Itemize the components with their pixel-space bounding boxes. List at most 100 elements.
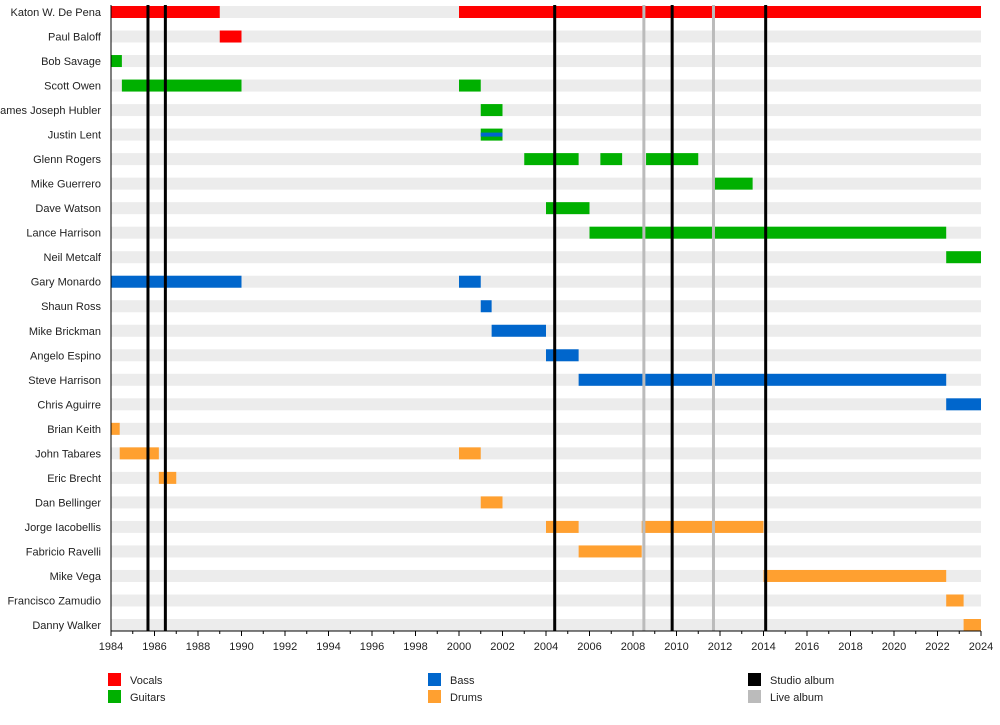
bar-guitars xyxy=(459,79,481,92)
x-tick-label: 2004 xyxy=(534,641,558,653)
x-tick-label: 2006 xyxy=(577,641,601,653)
bar-guitars xyxy=(589,226,947,239)
bar-guitars xyxy=(946,251,981,264)
member-name: Bob Savage xyxy=(41,56,101,68)
bar-drums xyxy=(578,545,642,558)
member-name: Angelo Espino xyxy=(30,350,101,362)
bar-guitars xyxy=(546,202,590,215)
member-name: Eric Brecht xyxy=(47,473,101,485)
bar-bass xyxy=(480,300,492,313)
member-name: Brian Keith xyxy=(47,424,101,436)
bar-drums xyxy=(546,520,579,533)
legend-swatch-live-album xyxy=(748,690,761,703)
bar-vocals xyxy=(219,30,242,43)
x-tick-label: 1984 xyxy=(99,641,123,653)
member-name: Glenn Rogers xyxy=(33,154,101,166)
x-tick-label: 1996 xyxy=(360,641,384,653)
x-tick-label: 1986 xyxy=(142,641,166,653)
legend-swatch-drums xyxy=(428,690,441,703)
album-lines xyxy=(146,5,768,631)
bar-guitars xyxy=(121,79,242,92)
x-tick-label: 1994 xyxy=(316,641,340,653)
legend-swatch-guitars xyxy=(108,690,121,703)
legend-label: Guitars xyxy=(130,692,166,704)
bar-vocals xyxy=(459,6,981,18)
member-name: Justin Lent xyxy=(48,130,101,142)
x-tick-label: 1992 xyxy=(273,641,297,653)
bar-drums xyxy=(111,422,120,435)
member-name: Chris Aguirre xyxy=(37,399,101,411)
member-name: Shaun Ross xyxy=(41,301,101,313)
legend-label: Live album xyxy=(770,692,823,704)
row-band xyxy=(111,594,981,607)
bar-bass xyxy=(459,275,481,288)
member-name: Lance Harrison xyxy=(26,228,101,240)
legend-swatch-studio-album xyxy=(748,673,761,686)
bar-bass xyxy=(491,324,546,337)
member-name: John Tabares xyxy=(35,448,101,460)
row-band xyxy=(111,300,981,313)
legend-label: Bass xyxy=(450,675,475,687)
x-tick-label: 2018 xyxy=(838,641,862,653)
row-band xyxy=(111,251,981,264)
row-band xyxy=(111,30,981,43)
member-name: Francisco Zamudio xyxy=(7,595,101,607)
x-tick-label: 1998 xyxy=(403,641,427,653)
member-name: Fabricio Ravelli xyxy=(26,546,101,558)
member-name: Katon W. De Pena xyxy=(11,7,102,19)
x-tick-label: 2016 xyxy=(795,641,819,653)
legend-label: Vocals xyxy=(130,675,163,687)
bar-drums xyxy=(459,447,481,460)
member-labels: Katon W. De Pena Paul Baloff Bob Savage Sco… xyxy=(0,7,102,632)
x-tick-label: 1988 xyxy=(186,641,210,653)
x-tick-label: 2008 xyxy=(621,641,645,653)
member-name: Dan Bellinger xyxy=(35,497,101,509)
member-name: Neil Metcalf xyxy=(44,252,102,264)
bar-bass xyxy=(546,349,579,362)
legend-swatch-bass xyxy=(428,673,441,686)
row-band xyxy=(111,128,981,141)
row-band xyxy=(111,422,981,435)
bar-guitars xyxy=(713,177,753,190)
bar-bass xyxy=(578,373,947,386)
bar-drums xyxy=(480,496,503,509)
bar-drums xyxy=(763,569,947,582)
legend: Vocals Guitars Bass Drums Studio album Live a… xyxy=(108,673,834,704)
x-tick-label: 2002 xyxy=(490,641,514,653)
row-band xyxy=(111,447,981,460)
row-band xyxy=(111,55,981,68)
member-name: Mike Guerrero xyxy=(31,179,101,191)
row-band xyxy=(111,471,981,484)
x-tick-label: 2012 xyxy=(708,641,732,653)
x-tick-label: 2000 xyxy=(447,641,471,653)
member-name: Paul Baloff xyxy=(48,32,102,44)
x-tick-label: 2022 xyxy=(925,641,949,653)
bar-bass xyxy=(946,398,981,411)
x-tick-label: 2014 xyxy=(751,641,775,653)
bar-drums xyxy=(158,471,177,484)
x-axis: 1984 1986 1988 1990 1992 1994 1996 1998 2000 2002… xyxy=(99,5,993,653)
bar-guitars xyxy=(480,104,503,117)
legend-swatch-vocals xyxy=(108,673,121,686)
x-tick-label: 2024 xyxy=(969,641,993,653)
row-band xyxy=(111,496,981,509)
member-bars xyxy=(111,6,981,631)
member-name: Scott Owen xyxy=(44,81,101,93)
member-name: Jorge Iacobellis xyxy=(25,522,102,534)
row-band xyxy=(111,398,981,411)
row-band xyxy=(111,177,981,190)
bar-drums xyxy=(963,619,981,631)
legend-label: Drums xyxy=(450,692,483,704)
legend-label: Studio album xyxy=(770,675,834,687)
x-tick-label: 1990 xyxy=(229,641,253,653)
row-band xyxy=(111,275,981,288)
row-bands xyxy=(111,6,981,631)
x-tick-label: 2020 xyxy=(882,641,906,653)
bar-drums xyxy=(641,520,764,533)
row-band xyxy=(111,79,981,92)
bar-guitars xyxy=(600,153,623,166)
member-name: Mike Brickman xyxy=(29,326,101,338)
member-name: Danny Walker xyxy=(32,620,101,632)
bar-drums xyxy=(946,594,964,607)
